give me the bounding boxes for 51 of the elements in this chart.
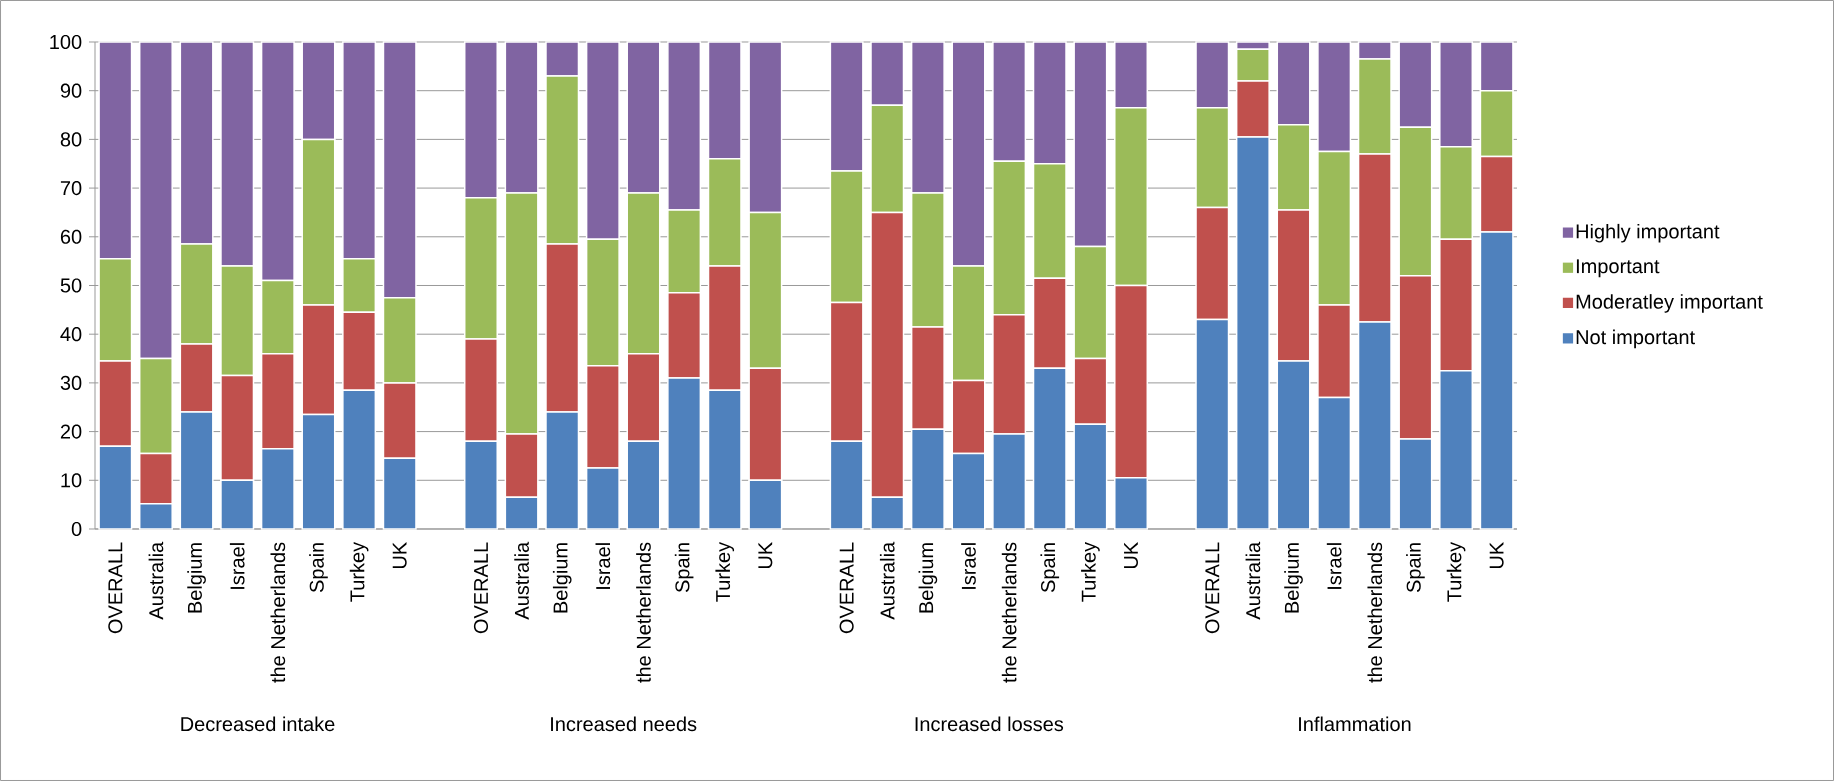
y-tick-label: 70 — [60, 181, 82, 196]
x-tick-label: Australia — [514, 541, 529, 620]
x-tick-label: UK — [758, 542, 773, 569]
x-tick-label: Australia — [879, 541, 895, 620]
x-tick-label: Belgium — [187, 543, 206, 613]
x-tick-label: Belgium — [918, 543, 938, 613]
legend-label: Not important — [1576, 329, 1695, 349]
x-tick-label: Spain — [1406, 543, 1425, 593]
y-tick-label: 90 — [60, 83, 82, 98]
legend-label: Moderatley important — [1576, 294, 1763, 313]
x-tick-label: the Netherlands — [270, 542, 286, 683]
x-tick-label: Belgium — [1284, 543, 1303, 613]
text: Inflammation — [1299, 716, 1411, 732]
x-tick-label: UK — [1489, 542, 1504, 569]
legend-label: Highly important — [1576, 223, 1720, 243]
x-tick-label: Spain — [309, 543, 328, 593]
legend-label: Important — [1576, 259, 1660, 278]
x-tick-label: Turkey — [1446, 541, 1466, 602]
y-tick-label: 20 — [60, 424, 82, 439]
y-tick-label: 50 — [60, 278, 82, 293]
text: Increased losses — [915, 716, 1064, 732]
x-tick-label: UK — [1124, 542, 1138, 569]
x-tick-label: the Netherlands — [1001, 542, 1017, 683]
x-tick-label: Turkey — [715, 541, 735, 602]
x-tick-label: Spain — [1040, 543, 1060, 593]
y-tick-label: 100 — [50, 34, 82, 50]
x-tick-label: Israel — [1326, 543, 1342, 589]
x-tick-label: the Netherlands — [1367, 542, 1383, 683]
x-tick-label: OVERALL — [473, 542, 489, 634]
text: Decreased intake — [181, 716, 335, 732]
y-tick-label: 80 — [60, 132, 82, 147]
x-tick-label: Israel — [595, 543, 611, 589]
y-tick-label: 10 — [61, 473, 82, 488]
x-tick-label: OVERALL — [108, 542, 123, 634]
y-tick-label: 40 — [60, 327, 82, 342]
y-tick-label: 30 — [60, 375, 82, 390]
text: Increased needs — [551, 716, 697, 732]
x-tick-label: OVERALL — [1205, 542, 1220, 634]
x-tick-label: Turkey — [1081, 541, 1100, 602]
x-tick-label: Turkey — [349, 541, 369, 602]
x-tick-label: Australia — [1245, 541, 1261, 620]
x-tick-label: Israel — [961, 543, 976, 589]
x-tick-label: Spain — [674, 543, 694, 593]
x-tick-label: UK — [392, 542, 407, 569]
x-tick-label: Australia — [148, 541, 164, 620]
x-tick-label: Israel — [229, 543, 245, 589]
x-tick-label: OVERALL — [839, 542, 854, 634]
x-tick-label: the Netherlands — [636, 542, 651, 683]
x-tick-label: Belgium — [552, 543, 572, 613]
y-tick-label: 0 — [71, 521, 82, 537]
y-tick-label: 60 — [60, 229, 82, 244]
